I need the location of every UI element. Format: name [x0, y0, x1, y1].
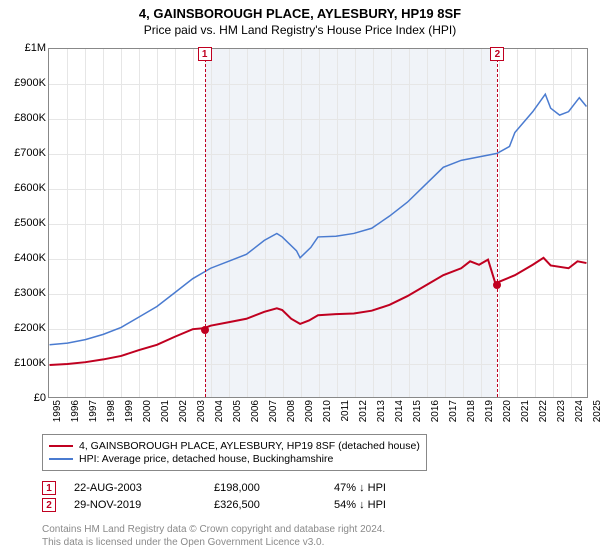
chart-subtitle: Price paid vs. HM Land Registry's House …	[0, 23, 600, 37]
x-axis-tick-label: 2017	[448, 400, 459, 422]
x-axis-tick-label: 1999	[124, 400, 135, 422]
sale-price-2: £326,500	[214, 499, 334, 511]
x-axis-tick-label: 2002	[178, 400, 189, 422]
x-axis-tick-label: 2019	[484, 400, 495, 422]
x-axis-tick-label: 1997	[88, 400, 99, 422]
x-axis-tick-label: 2015	[412, 400, 423, 422]
sale-delta-1: 47% ↓ HPI	[334, 482, 454, 494]
x-axis-tick-label: 2010	[322, 400, 333, 422]
x-axis-tick-label: 2009	[304, 400, 315, 422]
y-axis-tick-label: £300K	[2, 287, 46, 299]
sales-table: 1 22-AUG-2003 £198,000 47% ↓ HPI 2 29-NO…	[42, 478, 454, 515]
x-axis-tick-label: 1995	[52, 400, 63, 422]
x-axis-tick-label: 2013	[376, 400, 387, 422]
y-axis-tick-label: £100K	[2, 357, 46, 369]
x-axis-tick-label: 2007	[268, 400, 279, 422]
y-axis-tick-label: £600K	[2, 182, 46, 194]
y-axis-tick-label: £1M	[2, 42, 46, 54]
x-axis-tick-label: 2024	[574, 400, 585, 422]
y-axis-tick-label: £800K	[2, 112, 46, 124]
chart-plot-area: 12	[48, 48, 588, 398]
x-axis-tick-label: 2000	[142, 400, 153, 422]
sale-date-1: 22-AUG-2003	[74, 482, 214, 494]
x-axis-tick-label: 2012	[358, 400, 369, 422]
x-axis-tick-label: 2023	[556, 400, 567, 422]
footer-line1: Contains HM Land Registry data © Crown c…	[42, 524, 385, 537]
sale-price-1: £198,000	[214, 482, 334, 494]
sale-marker-2-icon: 2	[42, 498, 56, 512]
x-axis-tick-label: 2014	[394, 400, 405, 422]
series-price_paid	[50, 258, 587, 365]
x-axis-tick-label: 2001	[160, 400, 171, 422]
series-hpi	[50, 94, 587, 345]
x-axis-tick-label: 2018	[466, 400, 477, 422]
legend-label-price-paid: 4, GAINSBOROUGH PLACE, AYLESBURY, HP19 8…	[79, 440, 420, 452]
sale-row-2: 2 29-NOV-2019 £326,500 54% ↓ HPI	[42, 498, 454, 512]
x-axis-tick-label: 2025	[592, 400, 600, 422]
x-axis-tick-label: 2021	[520, 400, 531, 422]
x-axis-tick-label: 2016	[430, 400, 441, 422]
x-axis-tick-label: 2003	[196, 400, 207, 422]
legend-label-hpi: HPI: Average price, detached house, Buck…	[79, 453, 333, 465]
x-axis-tick-label: 2004	[214, 400, 225, 422]
sale-row-1: 1 22-AUG-2003 £198,000 47% ↓ HPI	[42, 481, 454, 495]
chart-title-address: 4, GAINSBOROUGH PLACE, AYLESBURY, HP19 8…	[0, 6, 600, 21]
y-axis-tick-label: £900K	[2, 77, 46, 89]
legend-swatch-hpi	[49, 458, 73, 460]
sale-date-2: 29-NOV-2019	[74, 499, 214, 511]
x-axis-tick-label: 2011	[340, 400, 351, 422]
sale-delta-2: 54% ↓ HPI	[334, 499, 454, 511]
chart-legend: 4, GAINSBOROUGH PLACE, AYLESBURY, HP19 8…	[42, 434, 427, 471]
x-axis-tick-label: 1998	[106, 400, 117, 422]
y-axis-tick-label: £200K	[2, 322, 46, 334]
x-axis-tick-label: 2005	[232, 400, 243, 422]
y-axis-tick-label: £400K	[2, 252, 46, 264]
legend-item-hpi: HPI: Average price, detached house, Buck…	[49, 453, 420, 465]
sale-marker-1-icon: 1	[42, 481, 56, 495]
x-axis-tick-label: 2008	[286, 400, 297, 422]
y-axis-tick-label: £700K	[2, 147, 46, 159]
x-axis-tick-label: 2020	[502, 400, 513, 422]
sale-marker-box: 2	[490, 47, 504, 61]
x-axis-tick-label: 2006	[250, 400, 261, 422]
line-plot-svg	[49, 49, 587, 397]
footer-line2: This data is licensed under the Open Gov…	[42, 537, 385, 550]
y-axis-tick-label: £0	[2, 392, 46, 404]
sale-marker-dot	[201, 326, 209, 334]
legend-swatch-price-paid	[49, 445, 73, 447]
attribution-footer: Contains HM Land Registry data © Crown c…	[42, 524, 385, 549]
sale-marker-line	[205, 49, 206, 397]
sale-marker-box: 1	[198, 47, 212, 61]
x-axis-tick-label: 1996	[70, 400, 81, 422]
legend-item-price-paid: 4, GAINSBOROUGH PLACE, AYLESBURY, HP19 8…	[49, 440, 420, 452]
sale-marker-dot	[493, 281, 501, 289]
x-axis-tick-label: 2022	[538, 400, 549, 422]
sale-marker-line	[497, 49, 498, 397]
y-axis-tick-label: £500K	[2, 217, 46, 229]
